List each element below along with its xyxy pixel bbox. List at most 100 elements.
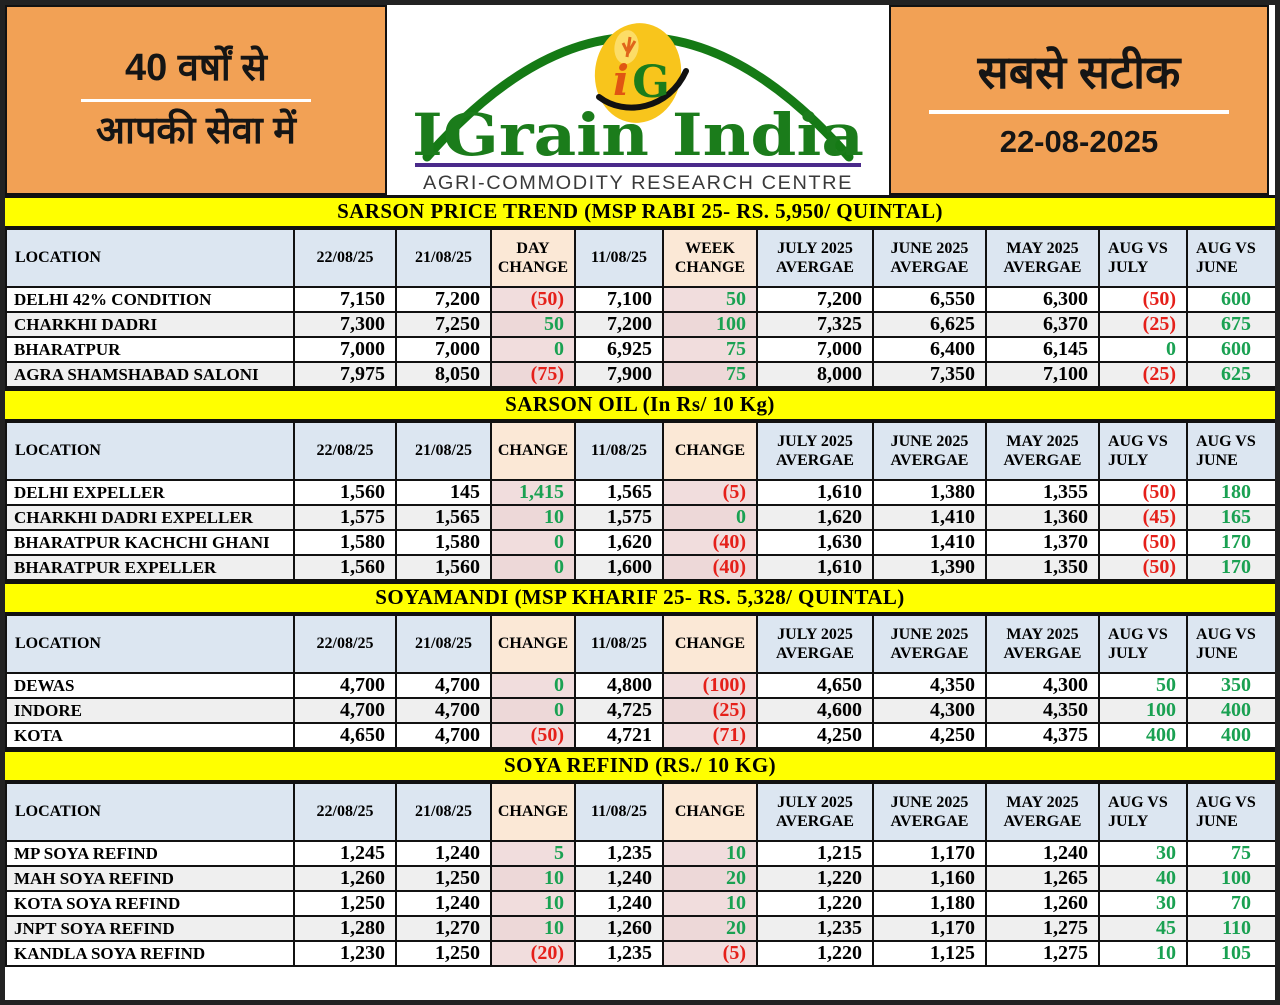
slogan-text: सबसे सटीक: [977, 46, 1181, 98]
price-cell: 4,700: [395, 697, 492, 724]
brand-underline: [415, 163, 861, 167]
price-cell: 4,250: [872, 722, 987, 749]
slogan-divider: [929, 110, 1229, 114]
brand-logo: i G IGrain India AGRI-COMMODITY RESEARCH…: [412, 23, 864, 194]
brand-name: IGrain India: [412, 101, 864, 169]
price-cell: 6,400: [872, 336, 987, 363]
column-header: AUG VS JULY: [1098, 614, 1188, 674]
price-cell: 4,650: [756, 672, 874, 699]
price-cell: 1,580: [395, 529, 492, 556]
price-cell: 1,180: [872, 890, 987, 917]
price-cell: 7,100: [985, 361, 1100, 388]
price-cell: 0: [662, 504, 758, 531]
location-cell: INDORE: [5, 697, 295, 724]
price-cell: 1,215: [756, 840, 874, 867]
column-header: 21/08/25: [395, 228, 492, 288]
price-cell: 7,200: [574, 311, 664, 338]
price-cell: 1,370: [985, 529, 1100, 556]
price-cell: 1,230: [293, 940, 397, 967]
section-sarson-price-trend: SARSON PRICE TREND (MSP RABI 25- RS. 5,9…: [5, 195, 1275, 388]
soya-refind-table: LOCATION 22/08/25 21/08/25 CHANGE 11/08/25 CH…: [5, 782, 1275, 967]
table-banner: SARSON OIL (In Rs/ 10 Kg): [5, 388, 1275, 421]
price-cell: 1,240: [985, 840, 1100, 867]
table-row: INDORE 4,700 4,700 0 4,725 (25) 4,600 4,300 4,35…: [5, 697, 1275, 724]
price-cell: 1,245: [293, 840, 397, 867]
price-cell: 1,355: [985, 479, 1100, 506]
price-cell: 0: [1098, 336, 1188, 363]
price-cell: 1,390: [872, 554, 987, 581]
column-header: CHANGE: [490, 421, 576, 481]
location-cell: MP SOYA REFIND: [5, 840, 295, 867]
top-banner: 40 वर्षों से आपकी सेवा में i G IGrain In…: [5, 5, 1275, 195]
table-banner: SOYA REFIND (RS./ 10 KG): [5, 749, 1275, 782]
column-header: 11/08/25: [574, 421, 664, 481]
price-cell: 1,630: [756, 529, 874, 556]
column-header: CHANGE: [490, 614, 576, 674]
column-header: AUG VS JUNE: [1186, 782, 1275, 842]
price-cell: (71): [662, 722, 758, 749]
price-cell: 4,600: [756, 697, 874, 724]
price-cell: 6,370: [985, 311, 1100, 338]
tagline-divider: [81, 98, 311, 102]
table-banner: SOYAMANDI (MSP KHARIF 25- RS. 5,328/ QUI…: [5, 581, 1275, 614]
price-cell: 7,000: [395, 336, 492, 363]
price-cell: 1,260: [985, 890, 1100, 917]
price-cell: 10: [490, 890, 576, 917]
price-cell: 1,260: [574, 915, 664, 942]
price-cell: 400: [1186, 697, 1275, 724]
price-cell: 1,620: [756, 504, 874, 531]
price-cell: 1,250: [293, 890, 397, 917]
column-header: MAY 2025 AVERGAE: [985, 614, 1100, 674]
price-cell: 6,145: [985, 336, 1100, 363]
column-header: 11/08/25: [574, 782, 664, 842]
column-header: WEEK CHANGE: [662, 228, 758, 288]
column-header: MAY 2025 AVERGAE: [985, 421, 1100, 481]
brand-badge-letter-g: G: [632, 57, 670, 108]
column-header: 22/08/25: [293, 228, 397, 288]
price-cell: 10: [662, 840, 758, 867]
price-cell: 75: [1186, 840, 1275, 867]
price-cell: 4,721: [574, 722, 664, 749]
section-sarson-oil: SARSON OIL (In Rs/ 10 Kg) LOCATION 22/08/…: [5, 388, 1275, 581]
tagline-line1: 40 वर्षों से: [124, 47, 267, 89]
price-cell: (50): [1098, 286, 1188, 313]
price-cell: 10: [490, 865, 576, 892]
price-cell: 400: [1098, 722, 1188, 749]
price-cell: 0: [490, 554, 576, 581]
price-cell: (20): [490, 940, 576, 967]
header-row: LOCATION 22/08/25 21/08/25 CHANGE 11/08/25 CH…: [5, 421, 1275, 481]
price-cell: 1,220: [756, 865, 874, 892]
price-cell: 1,565: [395, 504, 492, 531]
table-row: CHARKHI DADRI 7,300 7,250 50 7,200 100 7,325 6,…: [5, 311, 1275, 338]
location-cell: BHARATPUR EXPELLER: [5, 554, 295, 581]
column-header: JULY 2025 AVERGAE: [756, 782, 874, 842]
price-cell: 1,380: [872, 479, 987, 506]
column-header: AUG VS JULY: [1098, 782, 1188, 842]
price-cell: (50): [1098, 479, 1188, 506]
brand-badge-swoosh-icon: [596, 68, 689, 111]
price-cell: 1,610: [756, 554, 874, 581]
price-cell: (25): [662, 697, 758, 724]
report-date: 22-08-2025: [999, 124, 1159, 159]
column-header: CHANGE: [490, 782, 576, 842]
price-cell: 1,240: [574, 890, 664, 917]
price-cell: 1,610: [756, 479, 874, 506]
column-header: LOCATION: [5, 228, 295, 288]
price-cell: 1,560: [293, 554, 397, 581]
column-header: JUNE 2025 AVERGAE: [872, 614, 987, 674]
price-cell: 1,600: [574, 554, 664, 581]
price-cell: 50: [490, 311, 576, 338]
price-cell: 1,240: [395, 840, 492, 867]
price-cell: 10: [490, 915, 576, 942]
price-cell: 1,250: [395, 940, 492, 967]
price-cell: 30: [1098, 840, 1188, 867]
location-cell: KOTA: [5, 722, 295, 749]
price-cell: 7,200: [756, 286, 874, 313]
column-header: AUG VS JUNE: [1186, 421, 1275, 481]
price-cell: 75: [662, 361, 758, 388]
price-cell: 1,360: [985, 504, 1100, 531]
column-header: AUG VS JUNE: [1186, 228, 1275, 288]
price-cell: 20: [662, 915, 758, 942]
location-cell: AGRA SHAMSHABAD SALONI: [5, 361, 295, 388]
column-header: 11/08/25: [574, 614, 664, 674]
